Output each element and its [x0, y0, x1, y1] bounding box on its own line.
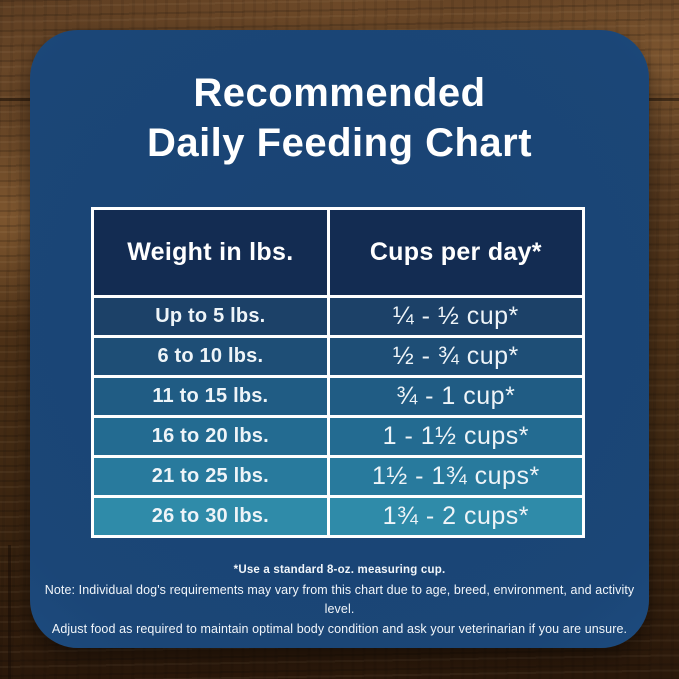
- footnote-requirements: Note: Individual dog's requirements may …: [44, 583, 635, 617]
- column-header-cups: Cups per day*: [326, 207, 586, 298]
- weight-cell: 16 to 20 lbs.: [91, 415, 330, 458]
- feeding-chart-card: Recommended Daily Feeding Chart Weight i…: [30, 30, 649, 648]
- weight-cell: 21 to 25 lbs.: [91, 455, 330, 498]
- page-title-line2: Daily Feeding Chart: [146, 121, 533, 165]
- table-header-row: Weight in lbs. Cups per day*: [91, 207, 586, 298]
- cups-cell: ¼ - ½ cup*: [326, 295, 586, 338]
- table-row: 26 to 30 lbs. 1¾ - 2 cups*: [91, 495, 586, 538]
- weight-cell: 26 to 30 lbs.: [91, 495, 330, 538]
- cups-cell: ½ - ¾ cup*: [326, 335, 586, 378]
- weight-cell: 6 to 10 lbs.: [91, 335, 330, 378]
- table-row: 6 to 10 lbs. ½ - ¾ cup*: [91, 335, 586, 378]
- table-row: 21 to 25 lbs. 1½ - 1¾ cups*: [91, 455, 586, 498]
- page-title-line1: Recommended: [193, 71, 486, 115]
- feeding-table: Weight in lbs. Cups per day* Up to 5 lbs…: [91, 207, 586, 538]
- cups-cell: 1 - 1½ cups*: [326, 415, 586, 458]
- column-header-weight: Weight in lbs.: [91, 207, 330, 298]
- cups-cell: 1¾ - 2 cups*: [326, 495, 586, 538]
- table-row: Up to 5 lbs. ¼ - ½ cup*: [91, 295, 586, 338]
- feeding-table-container: Weight in lbs. Cups per day* Up to 5 lbs…: [91, 207, 586, 538]
- weight-cell: 11 to 15 lbs.: [91, 375, 330, 418]
- table-row: 16 to 20 lbs. 1 - 1½ cups*: [91, 415, 586, 458]
- cups-cell: ¾ - 1 cup*: [326, 375, 586, 418]
- footnote-adjust-food: Adjust food as required to maintain opti…: [51, 621, 628, 636]
- footnote-measuring-cup: *Use a standard 8-oz. measuring cup.: [233, 564, 446, 576]
- table-row: 11 to 15 lbs. ¾ - 1 cup*: [91, 375, 586, 418]
- cups-cell: 1½ - 1¾ cups*: [326, 455, 586, 498]
- weight-cell: Up to 5 lbs.: [91, 295, 330, 338]
- footnotes: *Use a standard 8-oz. measuring cup. Not…: [30, 564, 649, 639]
- wood-plank-seam-vertical: [8, 545, 11, 679]
- page-title: Recommended Daily Feeding Chart: [30, 68, 649, 168]
